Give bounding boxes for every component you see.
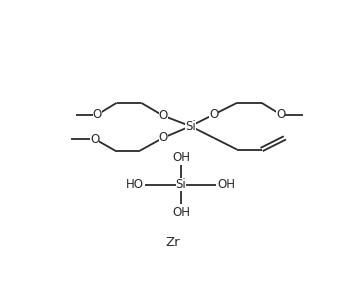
Text: OH: OH bbox=[172, 205, 190, 218]
Text: OH: OH bbox=[218, 178, 236, 191]
Text: O: O bbox=[90, 132, 99, 145]
Text: Si: Si bbox=[175, 178, 186, 191]
Text: O: O bbox=[158, 109, 168, 122]
Text: O: O bbox=[93, 108, 102, 121]
Text: O: O bbox=[276, 108, 285, 121]
Text: OH: OH bbox=[172, 151, 190, 164]
Text: Zr: Zr bbox=[166, 236, 180, 249]
Text: O: O bbox=[158, 131, 168, 144]
Text: O: O bbox=[209, 108, 219, 121]
Text: Si: Si bbox=[185, 120, 196, 133]
Text: HO: HO bbox=[126, 178, 144, 191]
